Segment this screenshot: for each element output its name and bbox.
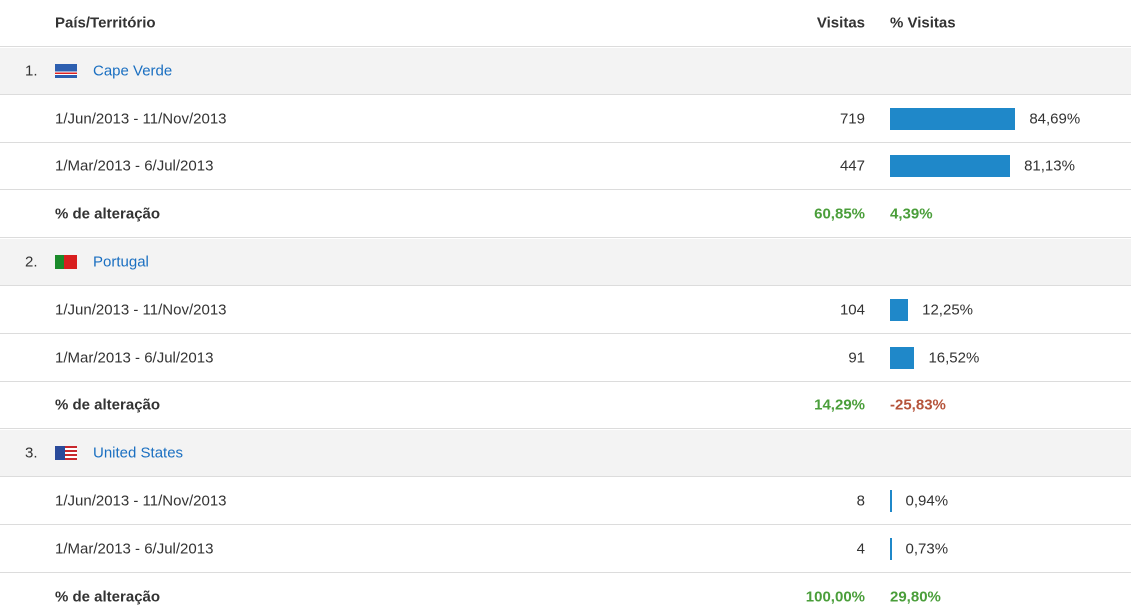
share-change: 4,39% bbox=[890, 205, 933, 223]
flag-icon bbox=[55, 63, 77, 78]
country-link[interactable]: Portugal bbox=[93, 253, 149, 271]
column-header: País/Território bbox=[55, 14, 156, 32]
share-label: 16,52% bbox=[928, 349, 980, 367]
visits: 447 bbox=[839, 157, 865, 175]
share-label: 12,25% bbox=[922, 301, 973, 319]
share-bar bbox=[890, 155, 1011, 178]
country-row: 1. Cape Verde bbox=[0, 47, 1131, 95]
period-row: 1/Jun/2013 - 11/Nov/2013 719 84,69% bbox=[0, 96, 1131, 143]
share-label: 0,73% bbox=[905, 540, 949, 558]
visits-change: 100,00% bbox=[805, 588, 865, 606]
country-row: 2. Portugal bbox=[0, 239, 1131, 286]
period-row: 1/Mar/2013 - 6/Jul/2013 91 16,52% bbox=[0, 335, 1131, 382]
change-label: % de alteração bbox=[55, 205, 161, 223]
country-link[interactable]: United States bbox=[93, 444, 184, 462]
visits-change: 60,85% bbox=[814, 205, 865, 223]
visits: 8 bbox=[856, 492, 865, 510]
period-row: 1/Mar/2013 - 6/Jul/2013 4 0,73% bbox=[0, 526, 1131, 573]
change-label: % de alteração bbox=[55, 588, 161, 606]
country-row: 3. United States bbox=[0, 430, 1131, 478]
period: 1/Jun/2013 - 11/Nov/2013 bbox=[55, 301, 227, 319]
rank: 1. bbox=[25, 62, 38, 80]
share-change: -25,83% bbox=[890, 396, 946, 414]
share-label: 81,13% bbox=[1024, 157, 1075, 175]
period: 1/Jun/2013 - 11/Nov/2013 bbox=[55, 492, 227, 510]
period: 1/Mar/2013 - 6/Jul/2013 bbox=[55, 349, 214, 367]
period: 1/Mar/2013 - 6/Jul/2013 bbox=[55, 540, 214, 558]
rank: 3. bbox=[25, 444, 38, 462]
visits-change: 14,29% bbox=[814, 396, 865, 414]
share-label: 84,69% bbox=[1029, 110, 1081, 128]
share-bar bbox=[890, 490, 892, 512]
visits: 91 bbox=[848, 349, 865, 367]
period-row: 1/Jun/2013 - 11/Nov/2013 104 12,25% bbox=[0, 287, 1131, 334]
share-bar bbox=[890, 537, 892, 560]
share-bar bbox=[890, 298, 909, 321]
share-change: 29,80% bbox=[890, 588, 941, 606]
share-bar bbox=[890, 107, 1016, 130]
change-row: % de alteração 100,00% 29,80% bbox=[0, 574, 1131, 610]
visits: 4 bbox=[856, 540, 865, 558]
change-row: % de alteração 60,85% 4,39% bbox=[0, 191, 1131, 239]
share-label: 0,94% bbox=[905, 492, 949, 510]
flag-icon bbox=[55, 446, 77, 461]
column-header: % Visitas bbox=[890, 14, 956, 32]
rank: 2. bbox=[25, 253, 38, 271]
change-label: % de alteração bbox=[55, 396, 161, 414]
country-link[interactable]: Cape Verde bbox=[93, 62, 173, 80]
period: 1/Jun/2013 - 11/Nov/2013 bbox=[55, 110, 227, 128]
flag-icon bbox=[55, 255, 77, 269]
header-row: País/Território Visitas % Visitas bbox=[0, 0, 1131, 47]
period: 1/Mar/2013 - 6/Jul/2013 bbox=[55, 157, 214, 175]
period-row: 1/Jun/2013 - 11/Nov/2013 8 0,94% bbox=[0, 478, 1131, 525]
visits: 719 bbox=[839, 110, 865, 128]
period-row: 1/Mar/2013 - 6/Jul/2013 447 81,13% bbox=[0, 143, 1131, 191]
visits: 104 bbox=[839, 301, 865, 319]
share-bar bbox=[890, 346, 915, 369]
column-header: Visitas bbox=[816, 14, 865, 32]
change-row: % de alteração 14,29% -25,83% bbox=[0, 382, 1131, 430]
